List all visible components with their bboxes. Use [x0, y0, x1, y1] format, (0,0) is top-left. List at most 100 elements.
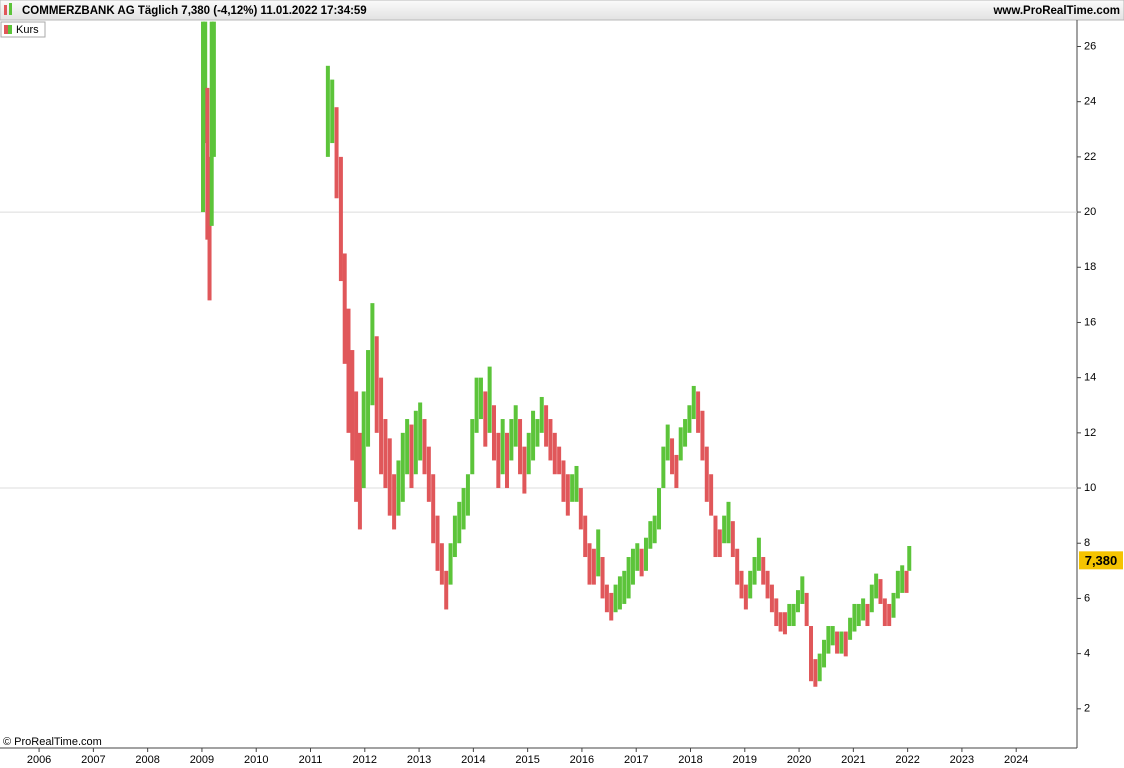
- price-bar: [211, 21, 216, 157]
- price-bar: [683, 419, 688, 447]
- y-tick-label: 22: [1084, 151, 1096, 163]
- y-tick-label: 4: [1084, 648, 1090, 660]
- price-bar: [665, 424, 670, 461]
- price-bar: [830, 626, 835, 646]
- legend-swatch: [8, 25, 12, 34]
- price-bar: [852, 603, 857, 632]
- price-bar: [496, 432, 501, 489]
- price-bar: [366, 350, 371, 447]
- price-bar: [483, 391, 488, 447]
- price-bar: [370, 303, 375, 406]
- price-bar: [478, 377, 483, 420]
- copyright: © ProRealTime.com: [3, 736, 102, 748]
- y-tick-label: 24: [1084, 96, 1096, 108]
- price-bar: [869, 584, 874, 613]
- price-bar: [583, 515, 588, 558]
- price-bar: [361, 391, 366, 489]
- y-tick-label: 2: [1084, 703, 1090, 715]
- price-bar: [907, 545, 912, 571]
- price-bar: [209, 21, 214, 226]
- price-bar: [722, 515, 727, 544]
- price-bar: [578, 488, 583, 530]
- x-tick-label: 2019: [733, 754, 757, 766]
- price-bar: [895, 570, 900, 599]
- plot: [201, 21, 912, 687]
- price-bar: [342, 253, 347, 364]
- price-bar: [431, 474, 436, 544]
- y-tick-label: 16: [1084, 316, 1096, 328]
- price-bar: [203, 21, 208, 144]
- price-bar: [409, 424, 414, 489]
- price-bar: [400, 432, 405, 502]
- price-bar: [726, 501, 731, 544]
- price-bar: [687, 405, 692, 433]
- price-bar: [338, 156, 343, 282]
- price-bar: [346, 308, 351, 433]
- price-bar: [596, 529, 601, 577]
- price-bar: [856, 603, 861, 627]
- x-tick-label: 2010: [244, 754, 268, 766]
- price-bar: [392, 474, 397, 530]
- price-bar: [505, 432, 510, 489]
- price-bar: [435, 515, 440, 571]
- price-bar: [330, 79, 335, 144]
- price-bar: [756, 537, 761, 571]
- price-bar: [622, 570, 627, 604]
- x-tick-label: 2017: [624, 754, 648, 766]
- price-bar: [900, 565, 905, 593]
- price-bar: [661, 446, 666, 489]
- price-bar: [800, 576, 805, 604]
- price-bar: [691, 385, 696, 420]
- price-bar: [539, 396, 544, 433]
- price-bar: [704, 446, 709, 502]
- price-bar: [774, 598, 779, 627]
- grid: [0, 211, 1077, 489]
- price-bar: [413, 410, 418, 475]
- price-bar: [739, 570, 744, 599]
- price-bar: [652, 515, 657, 544]
- price-bar: [700, 410, 705, 461]
- price-bar: [643, 537, 648, 571]
- chart-title: COMMERZBANK AG Täglich 7,380 (-4,12%) 11…: [22, 5, 367, 17]
- price-bar: [626, 557, 631, 599]
- y-tick-label: 14: [1084, 372, 1096, 384]
- x-tick-label: 2007: [81, 754, 105, 766]
- x-tick-label: 2011: [299, 754, 323, 766]
- price-bar: [350, 350, 355, 461]
- legend-swatch: [4, 25, 8, 34]
- header-bar: [0, 0, 1124, 21]
- price-bar: [657, 488, 662, 530]
- x-tick-label: 2012: [353, 754, 377, 766]
- price-bar: [861, 598, 866, 621]
- price-bar: [822, 639, 827, 668]
- x-tick-label: 2021: [841, 754, 865, 766]
- price-bar: [839, 631, 844, 654]
- source[interactable]: www.ProRealTime.com: [992, 5, 1120, 17]
- price-bar: [678, 427, 683, 461]
- price-bar: [613, 584, 618, 613]
- price-bar: [670, 438, 675, 475]
- price-bar: [748, 570, 753, 599]
- x-tick-label: 2006: [27, 754, 51, 766]
- y-tick-label: 10: [1084, 482, 1096, 494]
- price-bar: [778, 612, 783, 632]
- price-bar: [531, 410, 536, 461]
- price-bar: [474, 377, 479, 433]
- price-bar: [509, 419, 514, 461]
- price-bar: [809, 626, 814, 682]
- price-bar: [887, 603, 892, 627]
- price-bar: [904, 570, 909, 593]
- header-icon: [4, 5, 7, 15]
- legend-label: Kurs: [16, 24, 39, 36]
- x-tick-label: 2014: [461, 754, 485, 766]
- price-bar: [570, 474, 575, 502]
- price-bar: [522, 446, 527, 494]
- price-bar: [761, 557, 766, 585]
- price-bar: [865, 603, 870, 627]
- price-bar: [557, 446, 562, 475]
- price-bar: [791, 603, 796, 627]
- price-bar: [334, 107, 339, 199]
- x-tick-label: 2023: [950, 754, 974, 766]
- price-bar: [882, 598, 887, 627]
